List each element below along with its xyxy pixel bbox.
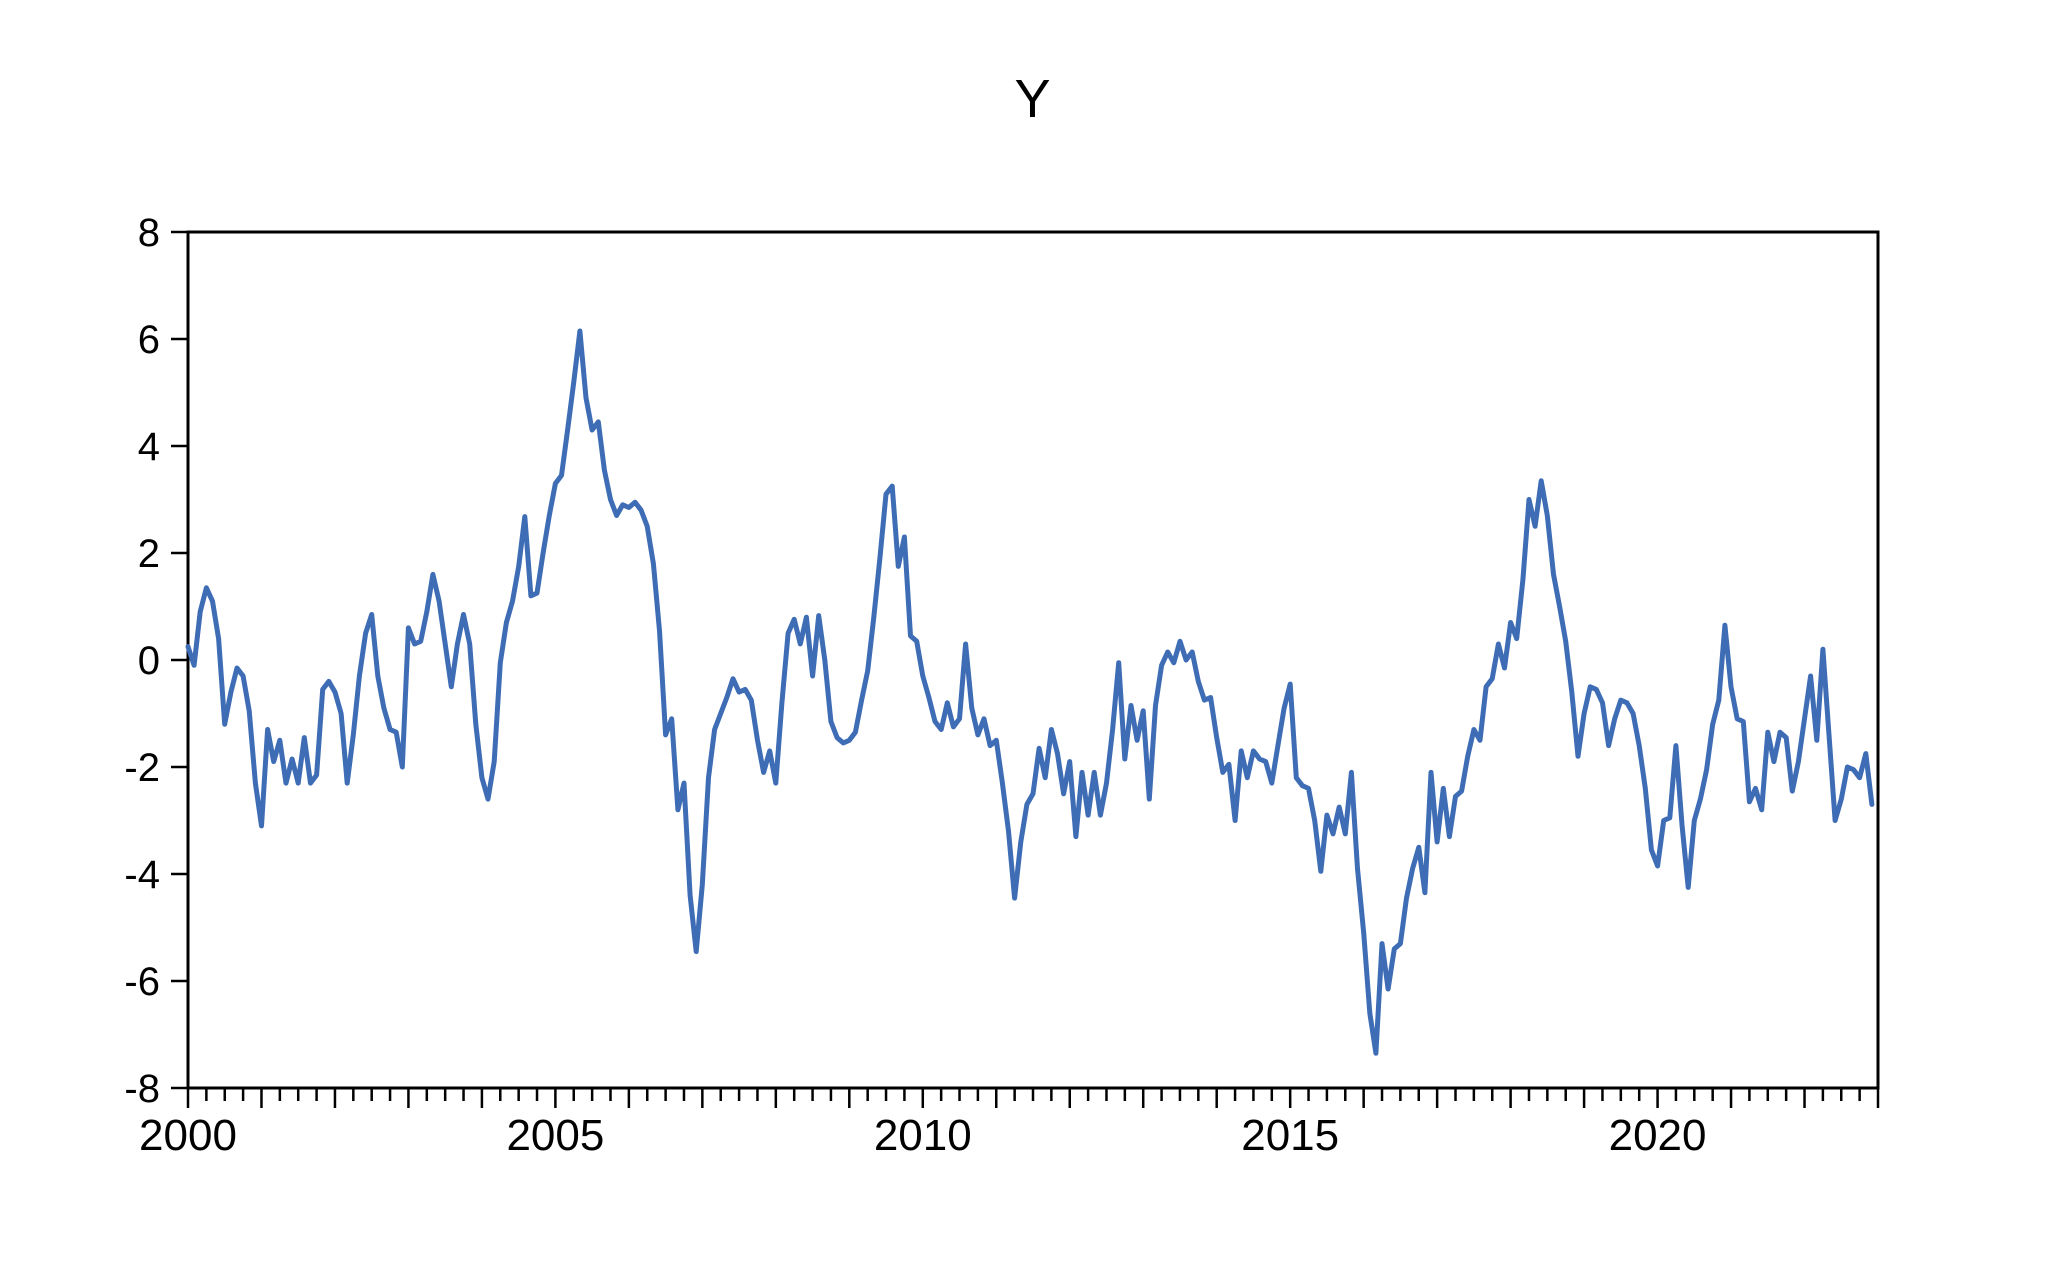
x-axis-tick-label: 2010	[874, 1111, 972, 1160]
x-axis-tick-label: 2015	[1241, 1111, 1339, 1160]
plot-frame	[186, 230, 1880, 1090]
chart-title: Y	[1014, 69, 1052, 129]
y-axis-tick-label: -2	[124, 746, 160, 790]
y-axis-tick-label: 0	[138, 639, 160, 683]
data-line-Y	[185, 328, 1875, 1056]
x-axis-tick-label: 2005	[506, 1111, 604, 1160]
y-axis-tick-label: 2	[138, 532, 160, 576]
y-axis-tick-label: 4	[138, 425, 160, 469]
y-axis-tick-label: 6	[138, 318, 160, 362]
y-axis-tick-label: -4	[124, 853, 160, 897]
y-axis-tick-label: -8	[124, 1067, 160, 1111]
x-axis-tick-label: 2020	[1609, 1111, 1707, 1160]
y-axis-tick-label: -6	[124, 960, 160, 1004]
x-axis-tick-label: 2000	[139, 1111, 237, 1160]
y-axis-tick-label: 8	[138, 211, 160, 255]
